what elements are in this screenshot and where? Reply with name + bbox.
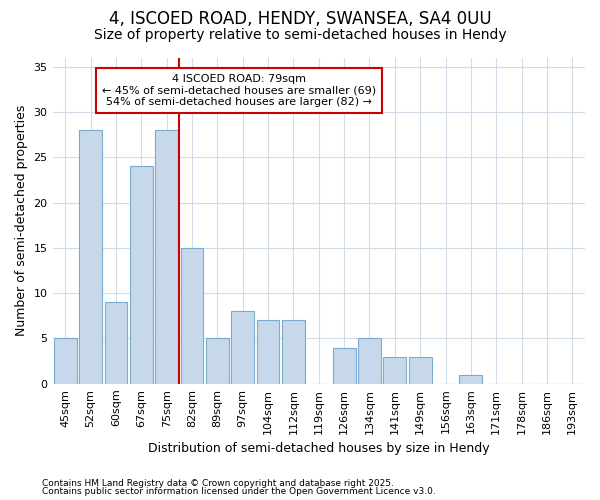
Bar [104, 302, 127, 384]
X-axis label: Distribution of semi-detached houses by size in Hendy: Distribution of semi-detached houses by … [148, 442, 490, 455]
Bar [181, 248, 203, 384]
Y-axis label: Number of semi-detached properties: Number of semi-detached properties [15, 105, 28, 336]
Bar [79, 130, 102, 384]
Text: Size of property relative to semi-detached houses in Hendy: Size of property relative to semi-detach… [94, 28, 506, 42]
Bar [333, 348, 356, 384]
Bar [130, 166, 152, 384]
Bar [383, 356, 406, 384]
Text: Contains HM Land Registry data © Crown copyright and database right 2025.: Contains HM Land Registry data © Crown c… [42, 478, 394, 488]
Bar [358, 338, 381, 384]
Text: 4, ISCOED ROAD, HENDY, SWANSEA, SA4 0UU: 4, ISCOED ROAD, HENDY, SWANSEA, SA4 0UU [109, 10, 491, 28]
Bar [155, 130, 178, 384]
Bar [282, 320, 305, 384]
Bar [460, 374, 482, 384]
Bar [257, 320, 280, 384]
Bar [206, 338, 229, 384]
Bar [54, 338, 77, 384]
Text: 4 ISCOED ROAD: 79sqm
← 45% of semi-detached houses are smaller (69)
54% of semi-: 4 ISCOED ROAD: 79sqm ← 45% of semi-detac… [102, 74, 376, 107]
Text: Contains public sector information licensed under the Open Government Licence v3: Contains public sector information licen… [42, 487, 436, 496]
Bar [231, 312, 254, 384]
Bar [409, 356, 431, 384]
